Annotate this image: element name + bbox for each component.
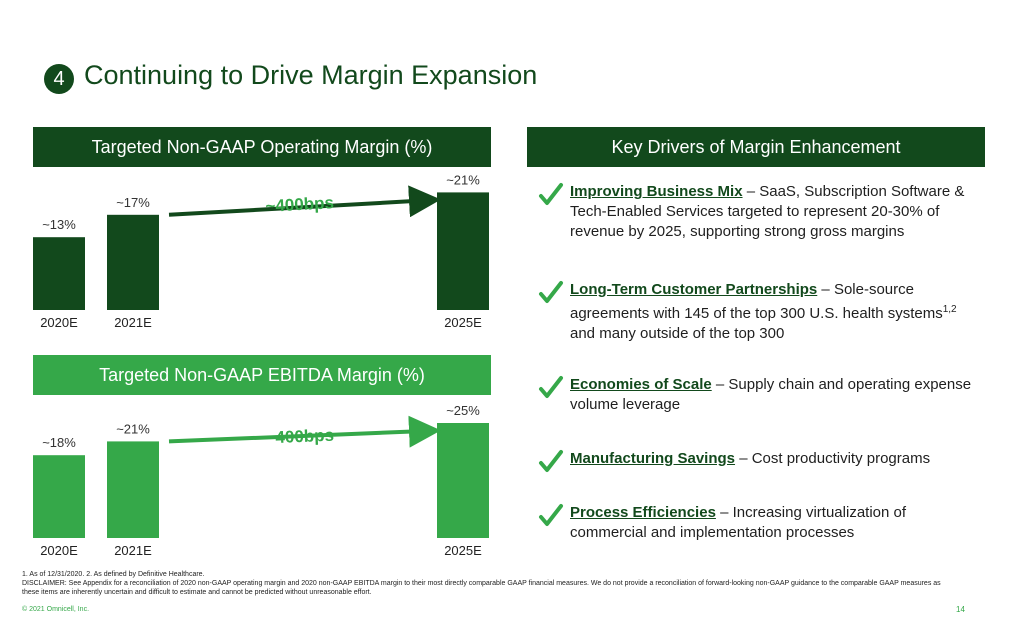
data-label: ~18%	[42, 435, 76, 450]
disclaimer-text: DISCLAIMER: See Appendix for a reconcili…	[22, 580, 941, 596]
driver-title: Process Efficiencies	[570, 504, 716, 521]
driver-customer-partnerships: Long-Term Customer Partnerships – Sole-s…	[538, 280, 968, 350]
driver-description: – Increasing virtualization of commercia…	[570, 504, 907, 541]
bar-2025E	[437, 192, 489, 310]
checkmark-icon	[539, 504, 563, 526]
driver-title: Economies of Scale	[570, 376, 712, 393]
footnote-reference: 1,2	[942, 304, 957, 315]
driver-description: – Supply chain and operating expense vol…	[570, 376, 972, 413]
data-label: ~21%	[116, 421, 150, 436]
data-label: ~13%	[42, 217, 76, 232]
driver-description-cont: and many outside of the top 300	[570, 325, 785, 342]
key-drivers-header: Key Drivers of Margin Enhancement	[527, 127, 985, 167]
category-label: 2025E	[444, 543, 482, 558]
footnote-sources: 1. As of 12/31/2020. 2. As defined by De…	[22, 571, 205, 578]
driver-description: – SaaS, Subscription Software & Tech-Ena…	[570, 183, 965, 240]
data-label: ~25%	[446, 403, 480, 418]
checkmark-icon	[539, 450, 563, 472]
driver-economies-of-scale: Economies of Scale – Supply chain and op…	[538, 375, 972, 421]
driver-business-mix: Improving Business Mix – SaaS, Subscript…	[538, 182, 968, 252]
page-title: Continuing to Drive Margin Expansion	[84, 60, 538, 90]
category-label: 2021E	[114, 543, 152, 558]
category-label: 2020E	[40, 543, 78, 558]
data-label: ~17%	[116, 195, 150, 210]
category-label: 2020E	[40, 315, 78, 330]
driver-title: Long-Term Customer Partnerships	[570, 281, 818, 298]
driver-manufacturing-savings: Manufacturing Savings – Cost productivit…	[538, 449, 968, 477]
driver-description: – Sole-source agreements with 145 of the…	[570, 281, 943, 322]
bar-2021E	[107, 441, 159, 538]
bar-2020E	[33, 237, 85, 310]
bps-annotation: ~400bps	[265, 426, 334, 448]
section-number-badge: 4	[44, 64, 74, 94]
category-label: 2025E	[444, 315, 482, 330]
growth-arrow	[168, 415, 441, 448]
bps-annotation: ~400bps	[265, 193, 334, 216]
data-label: ~21%	[446, 172, 480, 187]
bar-2020E	[33, 455, 85, 538]
driver-title: Improving Business Mix	[570, 183, 743, 200]
bar-2025E	[437, 423, 489, 538]
driver-description: – Cost productivity programs	[735, 450, 931, 467]
driver-process-efficiencies: Process Efficiencies – Increasing virtua…	[538, 503, 968, 549]
growth-arrow	[168, 185, 441, 218]
bar-2021E	[107, 214, 159, 310]
page-number: 14	[956, 605, 965, 614]
checkmark-icon	[539, 376, 563, 398]
checkmark-icon	[539, 183, 563, 205]
copyright: © 2021 Omnicell, Inc.	[22, 606, 90, 613]
category-label: 2021E	[114, 315, 152, 330]
driver-title: Manufacturing Savings	[570, 450, 736, 467]
ebitda-margin-header: Targeted Non-GAAP EBITDA Margin (%)	[33, 355, 491, 395]
checkmark-icon	[539, 281, 563, 303]
operating-margin-header: Targeted Non-GAAP Operating Margin (%)	[33, 127, 491, 167]
